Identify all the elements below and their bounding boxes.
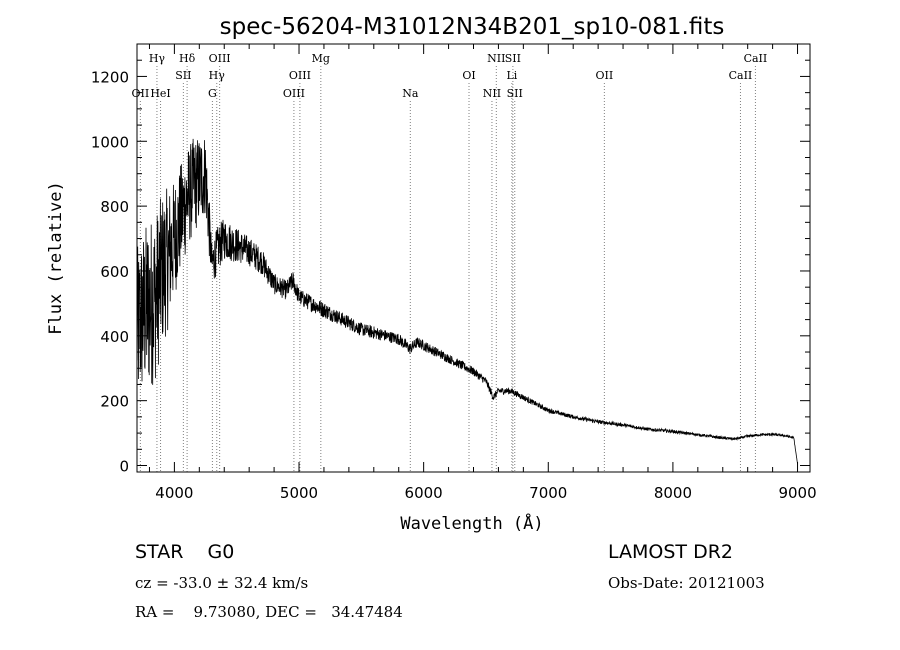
emission-line-label: OIII — [209, 52, 231, 65]
survey-name: LAMOST DR2 — [608, 541, 733, 563]
x-tick-label: 4000 — [155, 484, 193, 502]
y-axis-label: Flux (relative) — [46, 181, 66, 335]
emission-line-label: Mg — [312, 52, 330, 65]
y-tick-label: 600 — [100, 263, 129, 281]
observation-date: Obs-Date: 20121003 — [608, 574, 765, 592]
coordinates-readout: RA = 9.73080, DEC = 34.47484 — [135, 603, 403, 621]
emission-line-label: Na — [402, 87, 419, 100]
emission-line-label: Hδ — [179, 52, 196, 65]
emission-line-label: HeI — [150, 87, 170, 100]
y-tick-label: 1200 — [91, 68, 129, 86]
y-tick-label: 1000 — [91, 133, 129, 151]
y-tick-label: 400 — [100, 328, 129, 346]
axes: 4000 5000 6000 7000 8000 9000 0 200 400 600 800 100… — [91, 44, 817, 502]
emission-line-label: SII — [175, 69, 191, 82]
emission-line-label: NII — [483, 87, 501, 100]
x-tick-label: 5000 — [280, 484, 318, 502]
emission-line-label: OIII — [289, 69, 311, 82]
x-tick-label: 7000 — [529, 484, 567, 502]
y-tick-label: 200 — [100, 393, 129, 411]
x-tick-label: 8000 — [654, 484, 692, 502]
y-tick-label: 800 — [100, 198, 129, 216]
emission-line-label: G — [208, 87, 217, 100]
x-tick-label: 9000 — [778, 484, 816, 502]
redshift-readout: cz = -33.0 ± 32.4 km/s — [135, 574, 309, 592]
object-class: STAR G0 — [135, 541, 235, 563]
emission-line-label: Hγ — [209, 69, 226, 82]
spectrum-line — [136, 138, 798, 464]
x-tick-label: 6000 — [405, 484, 443, 502]
plot-frame — [136, 43, 811, 473]
y-tick-label: 0 — [119, 458, 129, 476]
emission-line-label: OII — [596, 69, 614, 82]
emission-line-label: CaII — [744, 52, 768, 65]
emission-line-label: OII — [132, 87, 150, 100]
x-axis-label: Wavelength (Å) — [400, 512, 543, 534]
emission-line-label: OI — [462, 69, 475, 82]
emission-line-label: OIII — [283, 87, 305, 100]
emission-line-label: CaII — [729, 69, 753, 82]
emission-line-label: Hγ — [149, 52, 166, 65]
emission-line-label: SII — [505, 52, 521, 65]
emission-line-label: Li — [506, 69, 517, 82]
chart-title: spec-56204-M31012N34B201_sp10-081.fits — [220, 14, 725, 40]
emission-line-label: NII — [487, 52, 505, 65]
emission-line-label: SII — [507, 87, 523, 100]
